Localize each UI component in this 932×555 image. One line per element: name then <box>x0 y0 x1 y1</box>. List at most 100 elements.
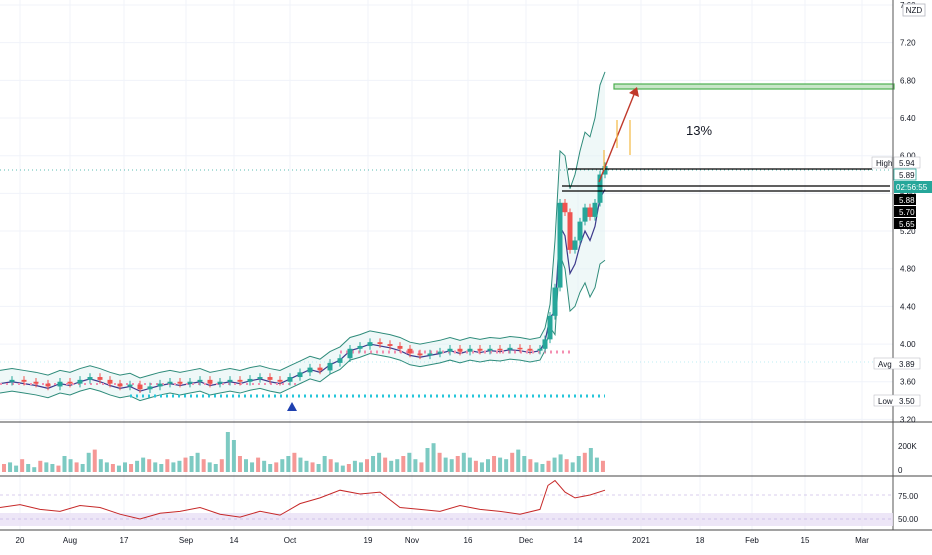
candle-body <box>582 207 588 222</box>
volume-bar <box>20 459 25 472</box>
candle-body <box>217 381 223 384</box>
volume-bar <box>358 462 363 472</box>
volume-bar <box>177 460 182 472</box>
volume-bar <box>558 454 563 472</box>
candle-body <box>602 166 608 175</box>
volume-bar <box>377 452 382 472</box>
volume-bar <box>322 456 327 472</box>
volume-bar <box>262 460 267 472</box>
volume-bar <box>334 462 339 472</box>
volume-bar <box>492 456 497 472</box>
volume-bar <box>201 459 206 472</box>
volume-bar <box>328 459 333 472</box>
level-588-badge: 5.88 <box>894 194 916 205</box>
high-badge: High 5.94 <box>871 156 921 169</box>
last-price-badge: 5.89 <box>893 168 917 181</box>
candle-body <box>552 287 558 316</box>
price-tick-label: 5.60 <box>900 189 916 198</box>
volume-bar <box>274 462 279 472</box>
candle-body <box>117 383 123 387</box>
candle-body <box>247 378 253 382</box>
volume-bar <box>80 464 85 472</box>
volume-bar <box>600 460 605 472</box>
candle-body <box>317 367 323 371</box>
volume-bar <box>437 452 442 472</box>
candle-body <box>237 379 243 382</box>
time-tick-label: 17 <box>120 536 129 545</box>
time-tick-label: Oct <box>284 536 297 545</box>
candle-body <box>227 379 233 382</box>
volume-bar <box>540 464 545 472</box>
volume-bar <box>237 456 242 472</box>
volume-bar <box>86 452 91 472</box>
price-tick-label: 5.20 <box>900 227 916 236</box>
buy-signal-marker[interactable] <box>287 402 297 411</box>
volume-bar <box>207 462 212 472</box>
volume-bar <box>479 462 484 472</box>
candle-body <box>87 377 93 380</box>
volume-bar <box>189 456 194 472</box>
volume-bar <box>26 464 31 472</box>
volume-bar <box>68 459 73 472</box>
candle-body <box>77 379 83 384</box>
volume-bar <box>510 452 515 472</box>
volume-bar <box>304 460 309 472</box>
rsi-band <box>0 513 893 526</box>
candle-body <box>387 344 393 346</box>
target-zone[interactable] <box>613 83 895 90</box>
volume-bar <box>576 456 581 472</box>
candle-body <box>297 372 303 378</box>
candle-body <box>367 342 373 346</box>
candle-body <box>507 347 513 350</box>
rsi-line <box>0 479 606 520</box>
countdown-value: 02:56:55 <box>896 183 928 192</box>
volume-bar <box>395 459 400 472</box>
candle-body <box>187 381 193 384</box>
volume-bar <box>56 465 61 472</box>
candle-body <box>9 379 15 382</box>
candle-body <box>287 377 293 382</box>
time-tick-label: Dec <box>519 536 533 545</box>
time-tick-label: Feb <box>745 536 759 545</box>
volume-bar <box>129 464 134 472</box>
volume-bar <box>244 459 248 472</box>
volume-bar <box>552 457 557 472</box>
volume-bar <box>268 464 273 472</box>
candle-body <box>137 384 143 390</box>
time-tick-label: 16 <box>464 536 473 545</box>
volume-bar <box>352 460 357 472</box>
candle-body <box>33 381 39 384</box>
candle-body <box>197 379 203 382</box>
candle-body <box>167 381 173 384</box>
candle-body <box>572 240 578 250</box>
time-tick-label: Mar <box>855 536 869 545</box>
time-tick-label: 15 <box>801 536 810 545</box>
candle-body <box>447 348 453 352</box>
volume-bar <box>159 464 164 472</box>
volume-bar <box>147 459 152 472</box>
volume-bar <box>564 459 569 472</box>
rsi-tick-50: 50.00 <box>898 515 919 524</box>
price-tick-label: 6.00 <box>900 152 916 161</box>
candle-body <box>497 348 503 351</box>
volume-bar <box>231 440 236 472</box>
price-tick-label: 3.60 <box>900 378 916 387</box>
avg-label: Avg <box>878 360 892 369</box>
volume-bar <box>582 452 587 472</box>
time-tick-label: 14 <box>230 536 239 545</box>
countdown-badge: 02:56:55 <box>894 181 932 193</box>
time-tick-label: Nov <box>405 536 419 545</box>
volume-bar <box>516 449 521 472</box>
candle-body <box>207 379 213 384</box>
candles <box>9 162 608 394</box>
high-badge-label: High <box>876 159 892 168</box>
volume-bar <box>316 464 321 472</box>
volume-bar <box>546 460 551 472</box>
candle-body <box>557 202 563 288</box>
volume-bar <box>473 460 478 472</box>
candle-body <box>97 377 103 380</box>
volume-bar <box>256 457 261 472</box>
candle-body <box>597 174 603 203</box>
